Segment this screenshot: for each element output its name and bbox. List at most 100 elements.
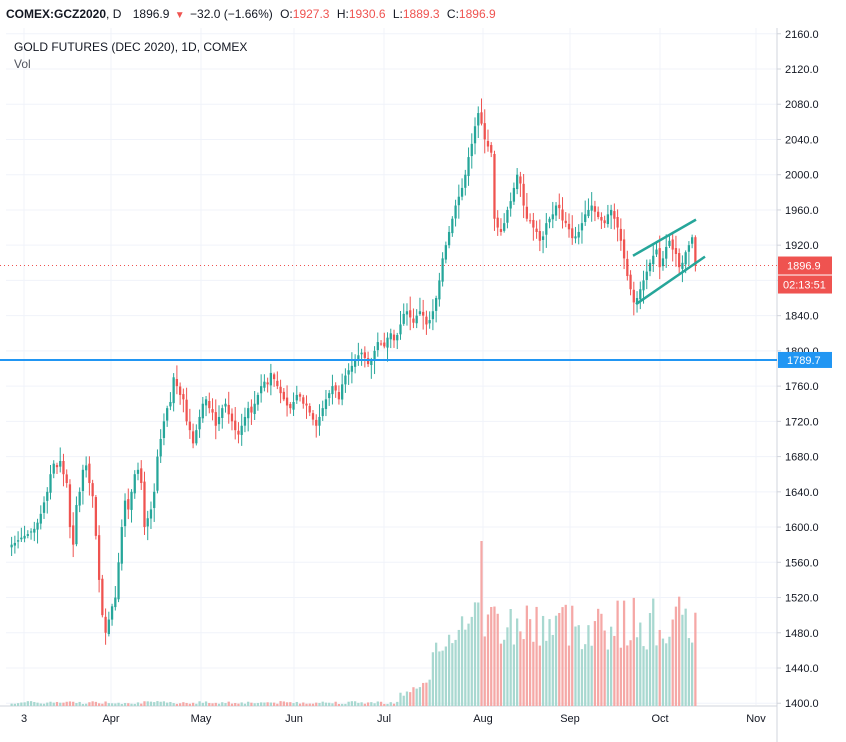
volume-bar: [36, 702, 39, 706]
volume-bar: [175, 703, 179, 706]
volume-bar: [438, 651, 441, 706]
symbol-name[interactable]: COMEX:GCZ2020: [6, 7, 107, 21]
volume-bar: [146, 701, 149, 706]
volume-bar: [328, 702, 331, 706]
volume-bar: [580, 649, 584, 706]
volume-bar: [441, 650, 444, 706]
candle-down: [626, 258, 629, 277]
candle-down: [561, 209, 564, 221]
volume-bar: [425, 682, 428, 706]
volume-bar: [480, 541, 483, 706]
volume-bar: [123, 702, 127, 706]
volume-bar: [642, 646, 645, 706]
volume-bar: [587, 625, 590, 706]
volume-bar: [528, 619, 532, 706]
candle-down: [311, 413, 315, 420]
volume-bar: [619, 647, 622, 706]
low-label: L:: [392, 7, 403, 21]
candle-up: [117, 562, 120, 600]
volume-bar: [396, 701, 399, 706]
candle-up: [444, 245, 447, 260]
volume-bar: [535, 606, 538, 706]
volume-bar: [512, 644, 516, 706]
candle-down: [571, 228, 574, 239]
candle-down: [94, 497, 98, 536]
close-label: C:: [446, 7, 459, 21]
candle-down: [143, 481, 146, 528]
close-value: 1896.9: [458, 7, 496, 21]
candle-up: [545, 223, 548, 235]
volume-bar: [33, 701, 36, 706]
candle-up: [42, 502, 46, 513]
chart-title[interactable]: GOLD FUTURES (DEC 2020), 1D, COMEX: [14, 40, 248, 54]
volume-bar: [347, 701, 350, 706]
volume-bar: [435, 642, 438, 706]
interval-label[interactable]: D: [112, 7, 122, 21]
volume-bar: [613, 635, 616, 706]
candle-up: [681, 262, 684, 269]
candle-up: [110, 606, 114, 620]
candle-up: [451, 218, 454, 234]
candle-up: [23, 535, 26, 539]
candle-up: [431, 311, 435, 320]
volume-bar: [68, 701, 72, 706]
price-change: −32.0 (−1.66%): [190, 7, 273, 21]
volume-bar: [652, 598, 655, 706]
price-axis-label: 2080.0: [785, 99, 819, 111]
candle-down: [619, 228, 622, 241]
candle-up: [247, 408, 250, 419]
candle-up: [59, 460, 62, 467]
candle-up: [263, 381, 266, 388]
volume-bar: [305, 703, 308, 706]
candle-up: [691, 237, 694, 244]
candle-down: [622, 239, 626, 259]
volume-bar: [370, 702, 373, 706]
candle-down: [101, 578, 104, 616]
volume-bar: [470, 616, 473, 706]
candle-up: [13, 542, 16, 546]
candle-down: [298, 394, 302, 397]
candle-up: [172, 377, 175, 404]
candle-down: [337, 392, 341, 400]
volume-bar: [101, 703, 104, 706]
volume-bar: [276, 703, 279, 706]
volume-bar: [65, 701, 68, 706]
candle-up: [26, 534, 29, 536]
price-axis-label: 1680.0: [785, 452, 819, 464]
candle-up: [204, 399, 208, 406]
time-axis-label: Nov: [746, 713, 766, 725]
candle-up: [85, 465, 88, 471]
countdown-tag: [778, 275, 832, 294]
candle-down: [422, 311, 425, 316]
candle-up: [198, 416, 201, 430]
volume-bar: [392, 703, 396, 706]
volume-bar: [467, 623, 470, 706]
candle-up: [503, 223, 506, 231]
candle-up: [341, 384, 344, 400]
volume-legend-label[interactable]: Vol: [14, 57, 31, 71]
candle-down: [227, 404, 230, 415]
volume-bar: [185, 702, 188, 706]
volume-bar: [606, 649, 610, 706]
candle-up: [668, 240, 671, 247]
candle-up: [441, 258, 444, 282]
countdown-text: 02:13:51: [783, 280, 826, 292]
volume-bar: [85, 703, 88, 706]
volume-bar: [46, 702, 49, 706]
candle-up: [350, 365, 354, 372]
volume-bar: [107, 703, 110, 706]
volume-bar: [315, 702, 318, 706]
price-chart[interactable]: 2160.0 2120.0 2080.0 2040.0 2000.0 1960.0 1920…: [0, 28, 846, 742]
candle-down: [191, 431, 195, 444]
volume-bar: [49, 701, 52, 706]
volume-bar: [188, 703, 191, 706]
volume-bar: [609, 626, 613, 706]
volume-bar: [162, 701, 166, 706]
candle-down: [234, 420, 237, 431]
candle-up: [665, 246, 668, 259]
volume-bar: [509, 609, 512, 706]
volume-bar: [256, 702, 260, 706]
candle-down: [279, 386, 282, 394]
candle-up: [217, 416, 221, 425]
candle-down: [613, 211, 616, 219]
